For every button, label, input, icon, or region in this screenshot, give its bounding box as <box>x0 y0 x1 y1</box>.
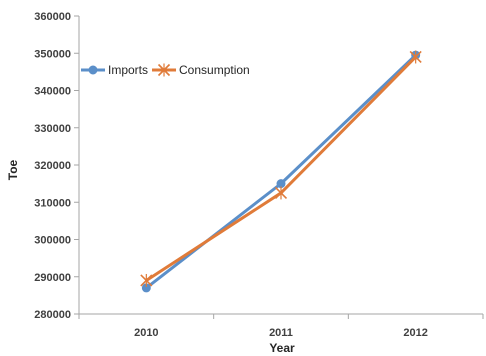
data-point-consumption <box>140 273 153 287</box>
y-tick-label: 340000 <box>34 86 71 98</box>
y-tick-label: 330000 <box>34 123 71 135</box>
data-point-consumption <box>409 50 422 64</box>
data-point-consumption <box>274 186 288 200</box>
data-point-imports <box>276 179 286 189</box>
y-axis-ticks: 280000 290000 300000 310000 320000 330000 3400… <box>34 11 79 321</box>
legend-marker-imports <box>88 65 98 75</box>
x-tick-label: 2011 <box>269 327 293 339</box>
legend-marker-consumption <box>157 63 171 77</box>
y-tick-label: 350000 <box>34 48 71 60</box>
legend: Imports Consumption <box>81 63 250 77</box>
y-tick-label: 320000 <box>34 160 71 172</box>
y-tick-label: 290000 <box>34 272 71 284</box>
y-tick-label: 310000 <box>34 197 71 209</box>
x-tick-label: 2012 <box>403 327 427 339</box>
y-tick-label: 360000 <box>34 11 71 23</box>
x-tick-label: 2010 <box>134 327 158 339</box>
x-axis-label: Year <box>269 341 295 355</box>
y-tick-label: 300000 <box>34 235 71 247</box>
y-tick-label: 280000 <box>34 309 71 321</box>
series-line-consumption <box>145 55 417 282</box>
y-axis-label: Toe <box>6 159 20 180</box>
legend-label-consumption: Consumption <box>179 63 250 77</box>
x-axis-ticks: 2010 2011 2012 <box>78 314 484 339</box>
series-layer <box>140 50 422 293</box>
axes <box>78 16 483 315</box>
legend-label-imports: Imports <box>108 63 148 77</box>
